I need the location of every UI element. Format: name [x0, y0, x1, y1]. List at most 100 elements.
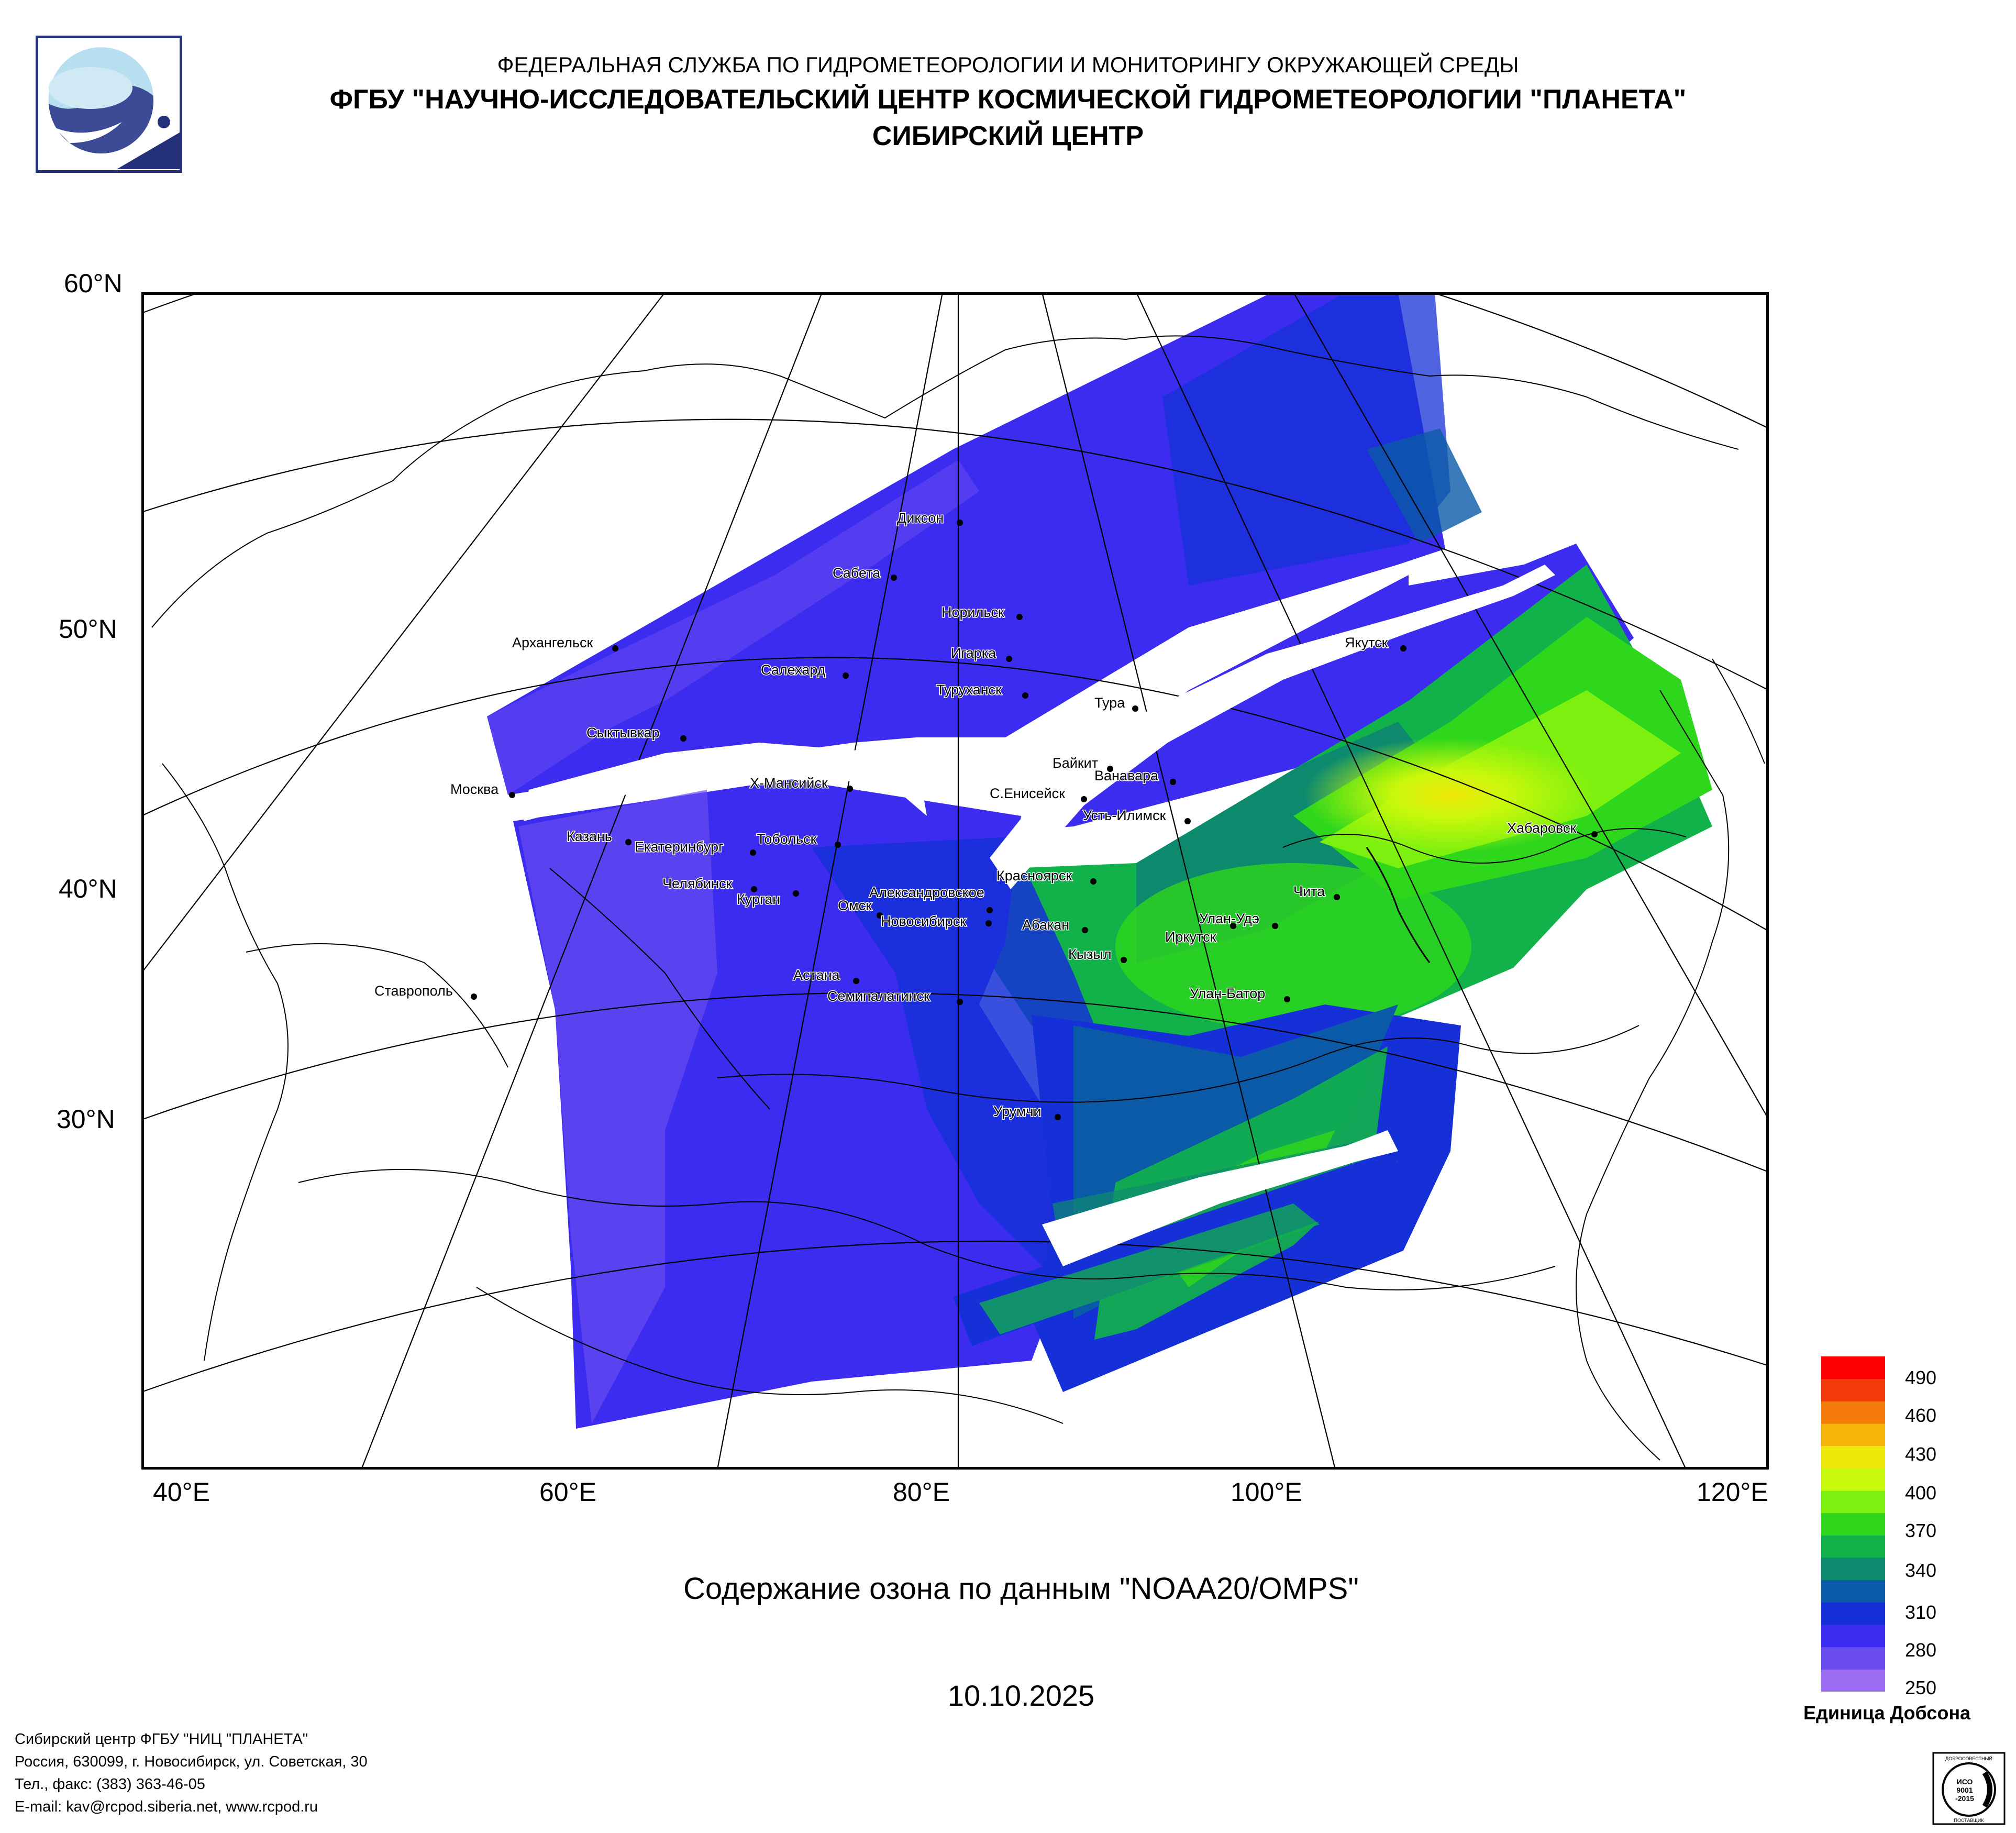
footer-org: Сибирский центр ФГБУ "НИЦ "ПЛАНЕТА" [15, 1731, 308, 1748]
legend-color-step [1821, 1512, 1885, 1521]
city-label-ustilimsk: Усть-Илимск [1083, 808, 1166, 823]
header-institute: ФГБУ "НАУЧНО-ИССЛЕДОВАТЕЛЬСКИЙ ЦЕНТР КОС… [329, 84, 1687, 115]
city-khmansiysk: Х-Мансийск [749, 775, 853, 792]
lon-label-120: 120°E [1697, 1477, 1768, 1507]
lat-label-60: 60°N [64, 269, 123, 298]
footer-email: E-mail: kav@rcpod.siberia.net, www.rcpod… [15, 1798, 318, 1815]
city-label-khmansiysk: Х-Мансийск [750, 775, 828, 791]
city-label-tobolsk: Тобольск [757, 831, 817, 847]
legend-color-step [1821, 1580, 1885, 1588]
city-label-ulanbator: Улан-Батор [1190, 986, 1265, 1001]
swath-gaps [524, 565, 1555, 1266]
city-aleksandrovskoe: Александровское [869, 884, 993, 913]
city-label-igarka: Игарка [951, 645, 996, 661]
legend-color-step [1821, 1386, 1885, 1394]
legend-color-step [1821, 1647, 1885, 1655]
city-semipalatinsk: Семипалатинск [827, 988, 963, 1005]
city-label-omsk: Омск [838, 898, 872, 913]
legend-color-step [1821, 1453, 1885, 1461]
legend-tick: 280 [1905, 1639, 1937, 1661]
planeta-logo [36, 36, 182, 173]
legend-color-step [1821, 1438, 1885, 1446]
city-label-chita: Чита [1293, 884, 1325, 899]
city-chita: Чита [1293, 883, 1340, 900]
city-label-vanavara: Ванавара [1094, 768, 1159, 783]
city-seniseysk: С.Енисейск [989, 785, 1087, 802]
city-label-seniseysk: С.Енисейск [990, 786, 1065, 801]
city-krasnoyarsk: Красноярск [996, 867, 1096, 885]
legend-color-step [1821, 1572, 1885, 1581]
city-tobolsk: Тобольск [756, 831, 841, 848]
city-baikit: Байкит [1052, 755, 1113, 772]
header-agency: ФЕДЕРАЛЬНАЯ СЛУЖБА ПО ГИДРОМЕТЕОРОЛОГИИ … [497, 52, 1519, 77]
legend-color-step [1821, 1498, 1885, 1506]
legend-color-step [1821, 1625, 1885, 1632]
city-label-novosibirsk: Новосибирск [881, 913, 966, 929]
city-label-salekhard: Салехард [761, 662, 826, 678]
city-ekaterinburg: Екатеринбург [634, 838, 756, 856]
iso-mid2: 9001 [1956, 1786, 1973, 1794]
ozone-map: Диксон Сабета Норильск Игарка Салехард Т… [141, 292, 1769, 1470]
city-igarka: Игарка [950, 645, 1012, 662]
iso-mid3: -2015 [1955, 1794, 1974, 1803]
iso-badge: ДОБРОСОВЕСТНЫЙ ИСО 9001 -2015 ПОСТАВЩИК [1932, 1752, 2006, 1825]
city-label-aleksandrovskoe: Александровское [869, 885, 984, 900]
city-label-baikit: Байкит [1053, 755, 1098, 771]
legend-color-step [1821, 1595, 1885, 1603]
city-label-norilsk: Норильск [941, 604, 1004, 620]
map-date: 10.10.2025 [947, 1679, 1095, 1712]
city-label-khabarovsk: Хабаровск [1507, 820, 1576, 836]
legend-color-step [1821, 1461, 1885, 1468]
city-syktyvkar: Сыктывкар [586, 724, 686, 742]
legend-tick: 400 [1905, 1482, 1937, 1504]
legend-color-step [1821, 1445, 1885, 1454]
legend-color-step [1821, 1371, 1885, 1379]
legend-tick: 490 [1905, 1367, 1937, 1388]
city-norilsk: Норильск [941, 604, 1023, 621]
legend-color-step [1821, 1558, 1885, 1565]
city-turukhansk: Туруханск [936, 681, 1028, 699]
legend-color-step [1821, 1483, 1885, 1491]
city-kyzyl: Кызыл [1068, 946, 1127, 963]
legend-color-step [1821, 1587, 1885, 1595]
city-urumqi: Урумчи [993, 1103, 1061, 1120]
legend-color-step [1821, 1423, 1885, 1431]
city-tura: Тура [1094, 694, 1138, 712]
lat-label-40: 40°N [59, 874, 117, 903]
iso-bottom-text: ПОСТАВЩИК [1954, 1818, 1984, 1823]
city-salekhard: Салехард [760, 661, 849, 679]
legend-color-step [1821, 1662, 1885, 1670]
city-kurgan: Курган [736, 890, 799, 908]
footer-contacts: Сибирский центр ФГБУ "НИЦ "ПЛАНЕТА" Росс… [15, 1728, 368, 1818]
legend-color-step [1821, 1394, 1885, 1401]
legend-color-step [1821, 1669, 1885, 1677]
map-caption: Содержание озона по данным "NOAA20/OMPS" [683, 1572, 1359, 1606]
city-label-abakan: Абакан [1022, 917, 1069, 933]
city-kazan: Казань [566, 828, 632, 845]
city-label-kazan: Казань [567, 829, 612, 844]
iso-mid1: ИСО [1957, 1777, 1973, 1786]
city-label-chelyabinsk: Челябинск [662, 876, 732, 891]
city-label-sabetta: Сабета [833, 565, 881, 581]
city-novosibirsk: Новосибирск [880, 913, 992, 930]
city-ulanbator: Улан-Батор [1189, 985, 1290, 1002]
legend-color-step [1821, 1364, 1885, 1372]
city-irkutsk: Иркутск [1165, 923, 1236, 946]
graticule [141, 292, 1769, 1470]
city-chelyabinsk: Челябинск [662, 875, 757, 892]
legend-color-step [1821, 1490, 1885, 1498]
lon-label-100: 100°E [1231, 1477, 1302, 1507]
map-frame [141, 292, 1769, 1470]
legend-tick: 310 [1905, 1602, 1937, 1623]
legend-color-step [1821, 1609, 1885, 1618]
city-yakutsk: Якутск [1344, 634, 1406, 652]
city-label-tura: Тура [1094, 695, 1125, 711]
city-label-ulanude: Улан-Удэ [1199, 911, 1259, 926]
city-ulanude: Улан-Удэ [1199, 910, 1278, 929]
city-label-kyzyl: Кызыл [1068, 946, 1112, 962]
lon-label-40: 40°E [153, 1477, 210, 1507]
city-markers: Диксон Сабета Норильск Игарка Салехард Т… [374, 510, 1598, 1120]
city-khabarovsk: Хабаровск [1507, 820, 1598, 837]
legend-color-step [1821, 1654, 1885, 1662]
header-center: СИБИРСКИЙ ЦЕНТР [872, 121, 1144, 151]
